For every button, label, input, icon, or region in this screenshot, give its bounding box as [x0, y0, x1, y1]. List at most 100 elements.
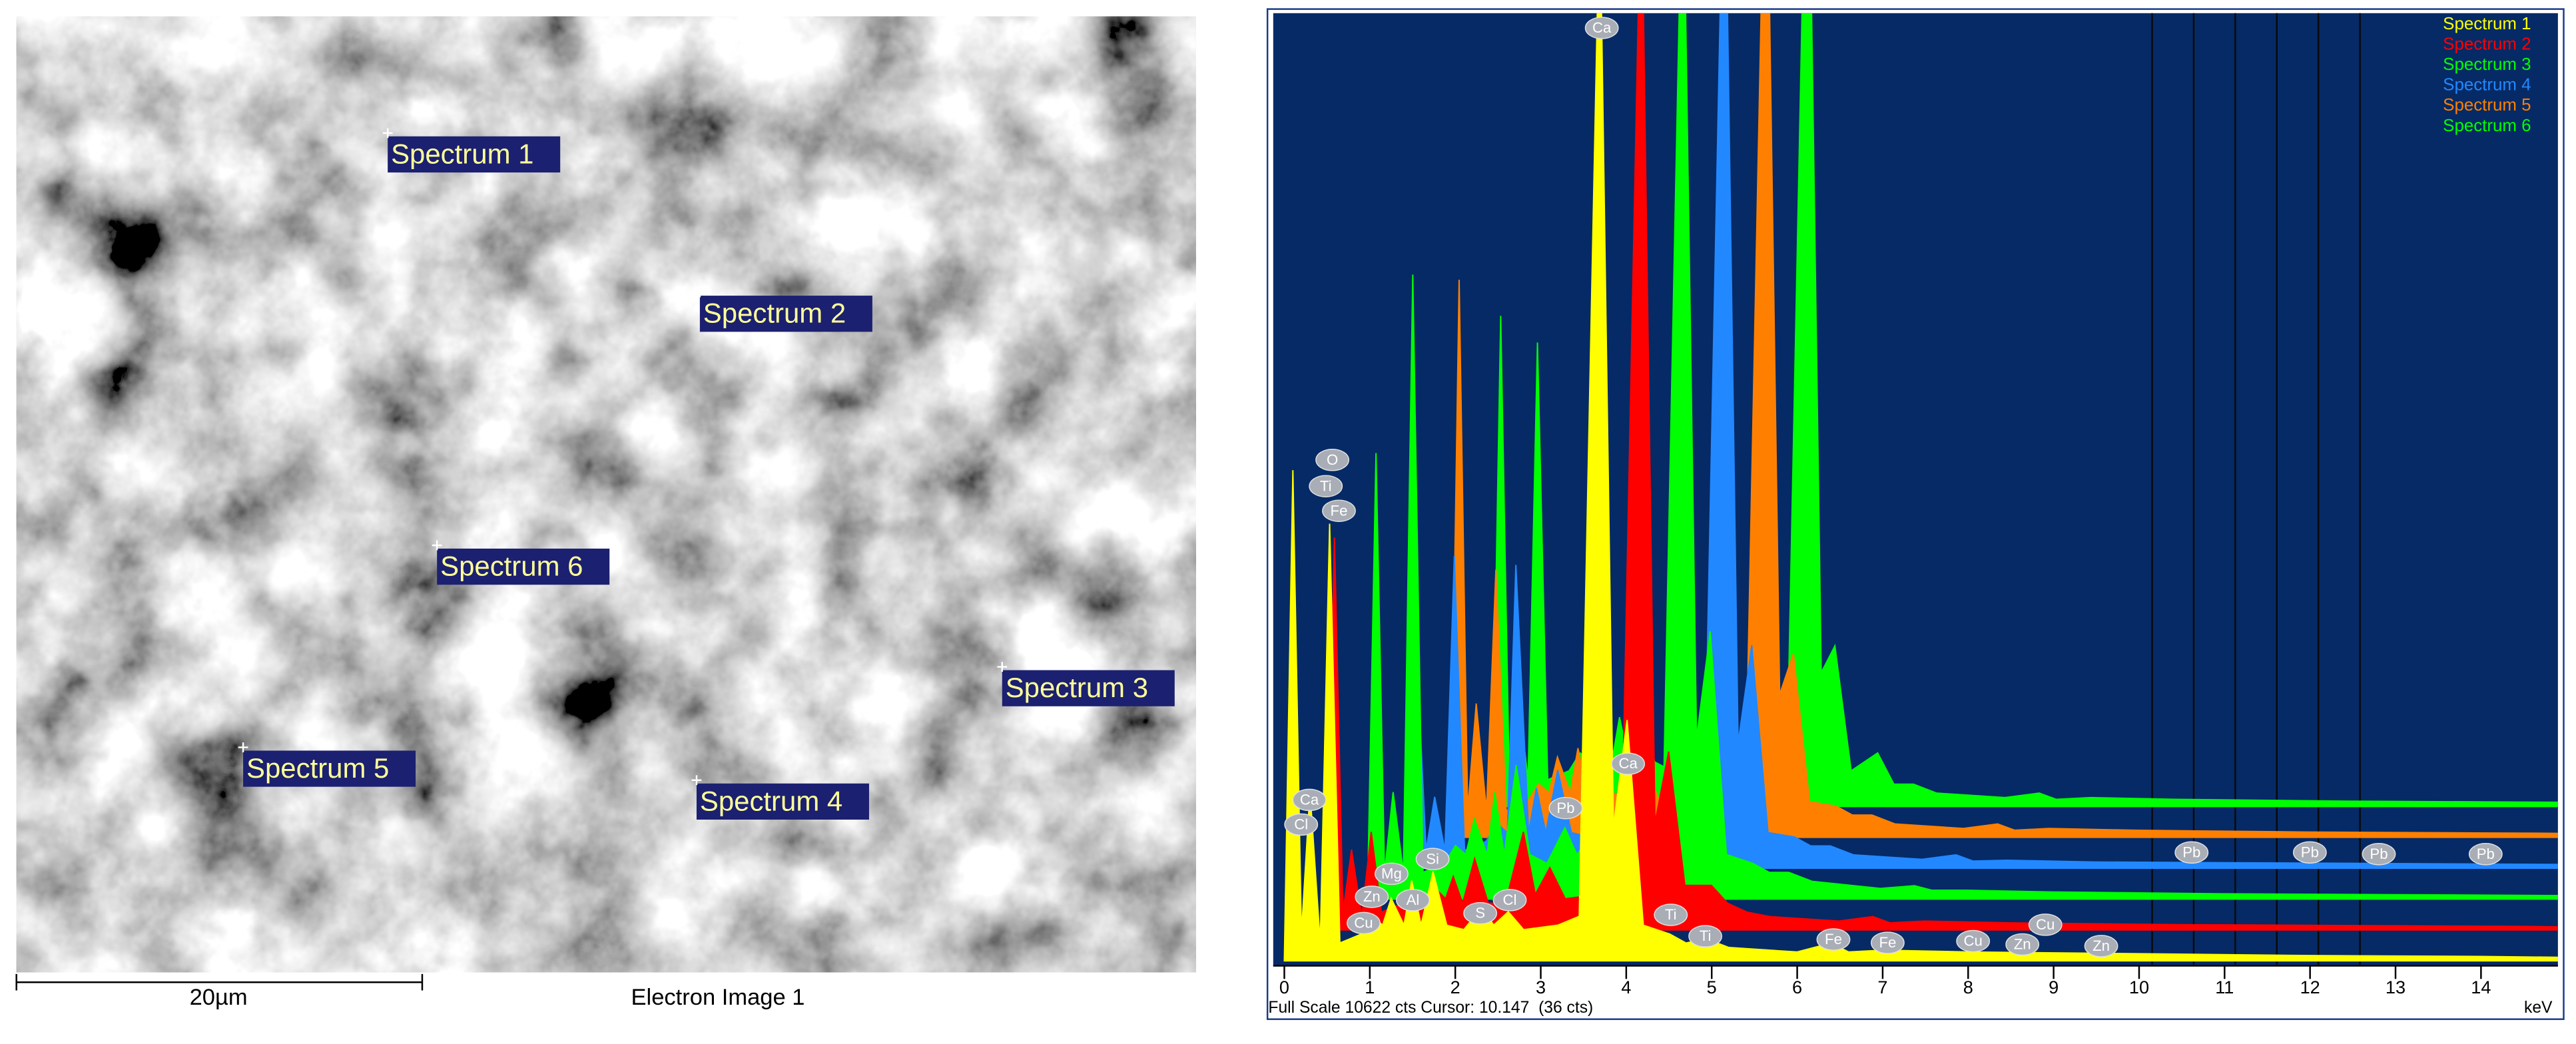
x-tick-label: 1: [1365, 977, 1375, 997]
electron-image-labels: Spectrum 1 Spectrum 2 Spectrum 3 Spectrum 4…: [238, 128, 1175, 820]
peak-label-bg: [1284, 813, 1319, 836]
peak-label: Cu: [1354, 914, 1373, 931]
peak-label: Si: [1426, 850, 1439, 867]
x-axis-ticks: 0 1 2 3 4 5 6 7 8 9 10 11 12 13 14: [1279, 965, 2491, 997]
peak-label: Cu: [2036, 916, 2055, 933]
spectrum-tag-bg: [699, 296, 872, 332]
peak-label-bg: [2005, 933, 2040, 956]
x-axis-label: keV: [2524, 999, 2553, 1017]
spectrum-tag-bg: [388, 136, 561, 173]
peak-label: Mg: [1381, 865, 1402, 882]
spectrum-tag: Spectrum 6: [440, 551, 583, 582]
peak-label-bg: [1292, 788, 1327, 812]
x-tick-label: 12: [2300, 977, 2320, 997]
peak-label: Ti: [1320, 477, 1332, 494]
image-caption: Electron Image 1: [631, 985, 805, 1010]
peak-label-bg: [1956, 929, 1991, 953]
spectrum-tag: Spectrum 3: [1006, 672, 1148, 703]
peak-label-bg: [2174, 841, 2209, 864]
peak-label: Ca: [1618, 755, 1638, 772]
spectrum-tag-bg: [1002, 670, 1175, 706]
peak-label: Ca: [1592, 19, 1612, 36]
x-tick-label: 5: [1707, 977, 1717, 997]
peak-label: Fe: [1825, 931, 1842, 947]
spectrum-marker: [432, 540, 442, 551]
peak-label-bg: [1816, 928, 1851, 951]
x-tick-label: 11: [2215, 977, 2234, 997]
peak-label-bg: [1548, 796, 1583, 820]
peak-label-bg: [2292, 841, 2327, 864]
footer: Full Scale 10622 cts Cursor: 10.147 (36 …: [1268, 999, 1593, 1017]
peak-label-bg: [2028, 914, 2063, 936]
x-tick-label: 8: [1963, 977, 1973, 997]
peak-label: O: [1327, 451, 1338, 468]
spectrum-marker: [382, 128, 393, 138]
legend: Spectrum 1 Spectrum 2 Spectrum 3 Spectrum 4…: [2443, 15, 2531, 135]
x-tick-label: 0: [1279, 977, 1289, 997]
peak-label: Pb: [2301, 844, 2319, 860]
x-tick-label: 13: [2386, 977, 2406, 997]
peak-label-bg: [1463, 902, 1498, 925]
peak-label-bg: [2084, 935, 2118, 957]
peak-label-bg: [1375, 862, 1409, 886]
peak-label: Fe: [1331, 502, 1348, 519]
legend-entry: Spectrum 3: [2443, 55, 2531, 74]
spectrum-tag-bg: [437, 548, 610, 585]
peak-label-bg: [1315, 448, 1350, 471]
peak-label: Zn: [2093, 937, 2110, 954]
x-tick-label: 3: [1536, 977, 1546, 997]
x-tick-label: 9: [2049, 977, 2059, 997]
spectrum-tag: Spectrum 4: [700, 785, 842, 816]
peak-label-bg: [1415, 848, 1450, 870]
peak-label: Pb: [2370, 846, 2388, 862]
spectrum-marker: [997, 662, 1008, 672]
x-tick-label: 10: [2129, 977, 2149, 997]
peak-label: Pb: [2477, 846, 2495, 862]
peak-label: Zn: [1363, 888, 1381, 905]
electron-image: [16, 16, 1196, 973]
x-tick-label: 2: [1450, 977, 1460, 997]
peak-label: Pb: [1556, 800, 1574, 816]
legend-entry: Spectrum 5: [2443, 96, 2531, 115]
spectrum-marker: [691, 775, 702, 786]
peak-label: Cl: [1294, 816, 1308, 832]
peak-label: Ca: [1300, 791, 1319, 808]
peak-label: Zn: [2014, 936, 2031, 953]
peak-label-bg: [1688, 925, 1722, 947]
peak-label: S: [1475, 905, 1485, 921]
peak-label-bg: [1309, 475, 1343, 497]
spectrum-marker: [695, 287, 705, 298]
spectrum-tag-bg: [243, 750, 416, 787]
peak-label-bg: [1322, 499, 1356, 523]
peak-label-bg: [1654, 904, 1688, 926]
legend-entry: Spectrum 1: [2443, 15, 2531, 33]
peak-label: Ti: [1700, 927, 1712, 944]
spectrum-tag: Spectrum 5: [246, 752, 389, 784]
peak-label-bg: [1355, 886, 1389, 908]
peak-label-bg: [1870, 931, 1905, 954]
peak-label: Fe: [1879, 934, 1896, 951]
legend-entry: Spectrum 4: [2443, 76, 2531, 95]
scale-bar: [15, 973, 424, 991]
scale-bar-label: 20µm: [190, 985, 248, 1010]
peak-label-bg: [2362, 843, 2396, 866]
peak-label: Cu: [1963, 933, 1982, 949]
peak-label: Pb: [2182, 844, 2200, 860]
peak-label-bg: [2468, 843, 2503, 866]
x-tick-label: 4: [1621, 977, 1631, 997]
peak-label-bg: [1347, 912, 1381, 935]
peak-label-bg: [1492, 889, 1527, 912]
spectrum-marker: [238, 742, 248, 752]
legend-entry: Spectrum 2: [2443, 35, 2531, 53]
legend-entry: Spectrum 6: [2443, 117, 2531, 135]
spectrum-tag: Spectrum 1: [391, 138, 533, 169]
peak-label-bg: [1396, 889, 1430, 912]
peak-label: Cl: [1503, 892, 1517, 908]
spectrum-tag-bg: [696, 783, 869, 820]
x-tick-label: 14: [2471, 977, 2491, 997]
x-tick-label: 7: [1877, 977, 1887, 997]
spectrum-tag: Spectrum 2: [703, 298, 846, 329]
